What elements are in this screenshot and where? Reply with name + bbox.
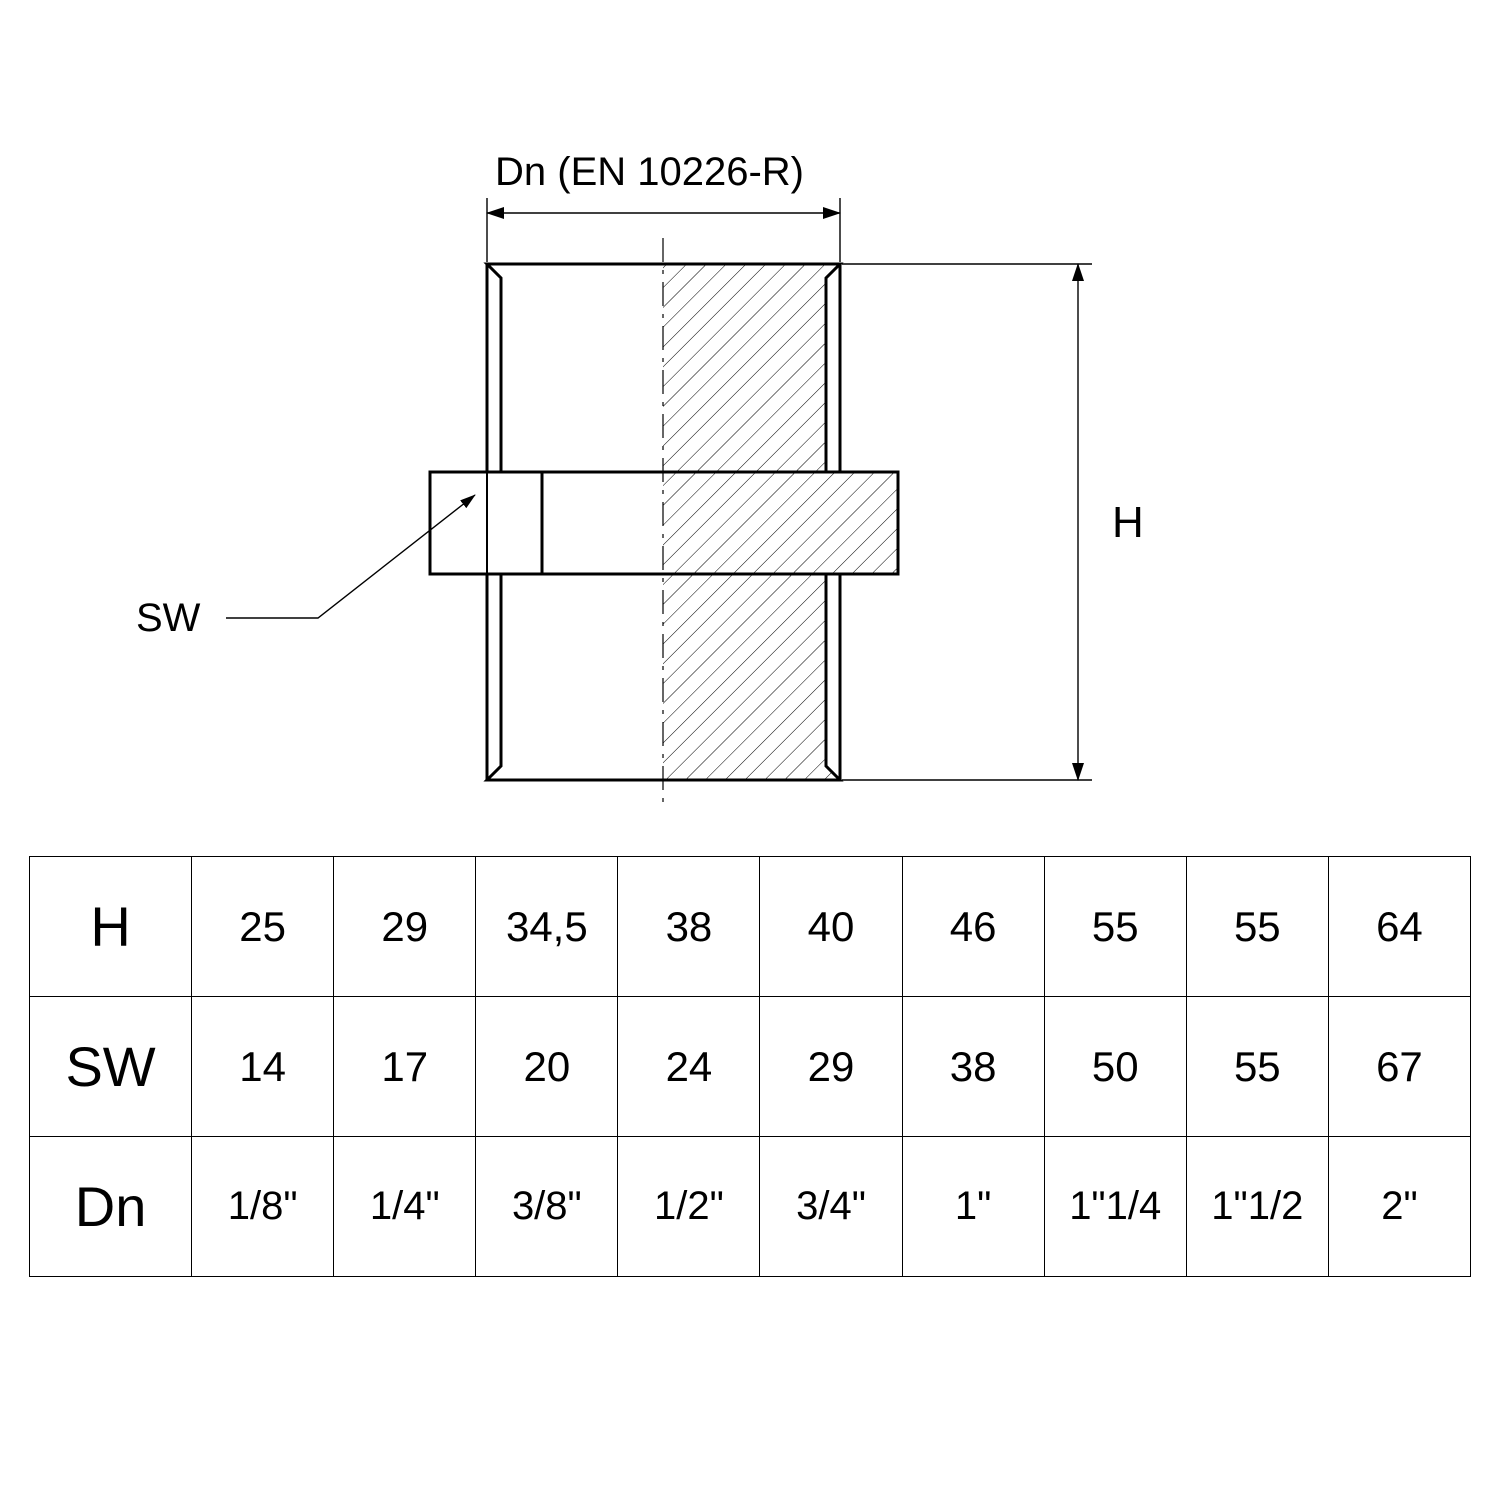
- part-body: [430, 238, 898, 806]
- cell: 25: [192, 857, 334, 997]
- cell: 67: [1328, 997, 1470, 1137]
- cell: 20: [476, 997, 618, 1137]
- cell: 55: [1186, 857, 1328, 997]
- cell: 55: [1044, 857, 1186, 997]
- cell: 29: [760, 997, 902, 1137]
- cell: 34,5: [476, 857, 618, 997]
- cell: 2": [1328, 1137, 1470, 1277]
- cell: 1/2": [618, 1137, 760, 1277]
- row-label-sw: SW: [30, 997, 192, 1137]
- row-label-dn: Dn: [30, 1137, 192, 1277]
- spec-table: H 25 29 34,5 38 40 46 55 55 64 SW 14 17 …: [29, 856, 1471, 1277]
- cell: 38: [902, 997, 1044, 1137]
- cell: 1/8": [192, 1137, 334, 1277]
- cell: 24: [618, 997, 760, 1137]
- leader-sw: [226, 495, 475, 618]
- cell: 29: [334, 857, 476, 997]
- cell: 3/4": [760, 1137, 902, 1277]
- cell: 14: [192, 997, 334, 1137]
- cell: 1": [902, 1137, 1044, 1277]
- row-label-h: H: [30, 857, 192, 997]
- cell: 1"1/4: [1044, 1137, 1186, 1277]
- spec-row-sw: SW 14 17 20 24 29 38 50 55 67: [30, 997, 1471, 1137]
- cell: 40: [760, 857, 902, 997]
- cell: 64: [1328, 857, 1470, 997]
- cell: 46: [902, 857, 1044, 997]
- cell: 50: [1044, 997, 1186, 1137]
- label-sw: SW: [136, 596, 200, 641]
- cell: 1"1/2: [1186, 1137, 1328, 1277]
- label-h: H: [1112, 498, 1144, 548]
- spec-row-dn: Dn 1/8" 1/4" 3/8" 1/2" 3/4" 1" 1"1/4 1"1…: [30, 1137, 1471, 1277]
- label-dn-top: Dn (EN 10226-R): [495, 150, 804, 195]
- cell: 55: [1186, 997, 1328, 1137]
- cell: 17: [334, 997, 476, 1137]
- spec-table-container: H 25 29 34,5 38 40 46 55 55 64 SW 14 17 …: [29, 856, 1471, 1277]
- cell: 3/8": [476, 1137, 618, 1277]
- cell: 1/4": [334, 1137, 476, 1277]
- cell: 38: [618, 857, 760, 997]
- spec-row-h: H 25 29 34,5 38 40 46 55 55 64: [30, 857, 1471, 997]
- spec-table-body: H 25 29 34,5 38 40 46 55 55 64 SW 14 17 …: [30, 857, 1471, 1277]
